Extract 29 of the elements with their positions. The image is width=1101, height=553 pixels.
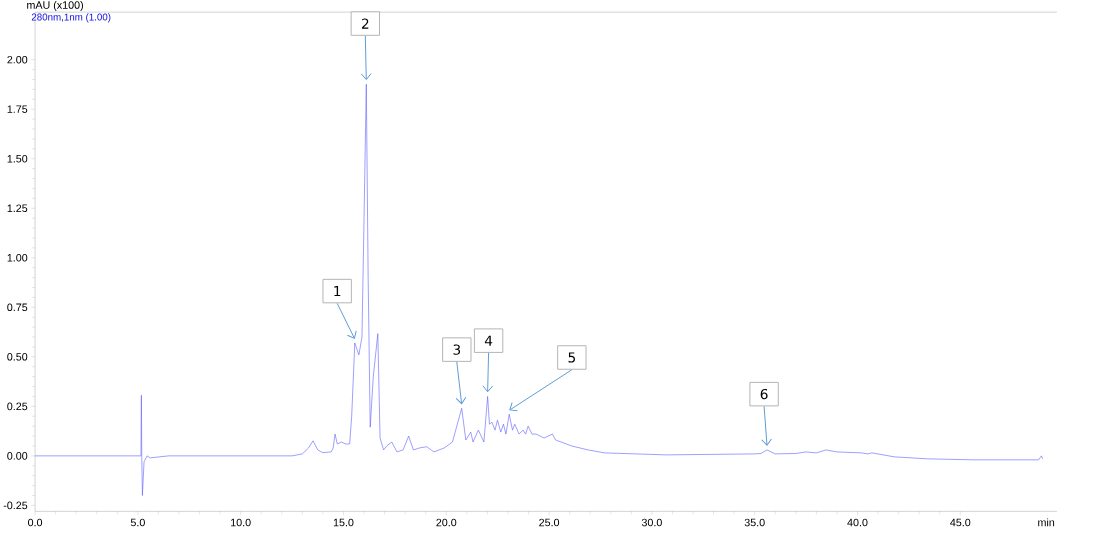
y-tick-label: 1.00 [7, 254, 28, 262]
annotation: 1 [334, 286, 341, 297]
x-tick-label: 40.0 [847, 518, 868, 527]
y-axis-title: mAU (x100) [27, 1, 83, 11]
annotation: 3 [453, 344, 461, 355]
x-tick-label: 20.0 [436, 518, 457, 527]
x-axis-title: min [1038, 518, 1055, 527]
x-tick-label: 5.0 [130, 518, 145, 527]
y-tick-label: 0.50 [7, 353, 28, 361]
x-tick-label: 25.0 [539, 518, 560, 527]
y-tick-label: 0.00 [7, 452, 28, 460]
y-tick-label: 2.00 [7, 55, 28, 64]
annotation: 2 [361, 18, 369, 29]
x-tick-label: 35.0 [744, 518, 765, 527]
y-tick-label: 1.25 [7, 204, 28, 213]
x-tick-label: 10.0 [231, 518, 251, 527]
x-tick-label: 15.0 [333, 518, 354, 527]
annotation: 280nm,1nm (1.00) [31, 13, 111, 23]
annotation: 5 [568, 352, 575, 363]
x-tick-label: 0.0 [28, 518, 43, 527]
x-tick-label: 45.0 [950, 518, 971, 527]
annotation: 6 [760, 389, 768, 400]
annotation: 4 [484, 335, 493, 346]
y-tick-label: 1.50 [7, 154, 28, 163]
y-tick-label: 1.75 [7, 105, 28, 113]
x-tick-label: 30.0 [641, 518, 662, 527]
y-tick-label: 0.25 [7, 402, 28, 411]
y-tick-label: -0.25 [3, 501, 28, 510]
y-tick-label: 0.75 [7, 303, 28, 312]
